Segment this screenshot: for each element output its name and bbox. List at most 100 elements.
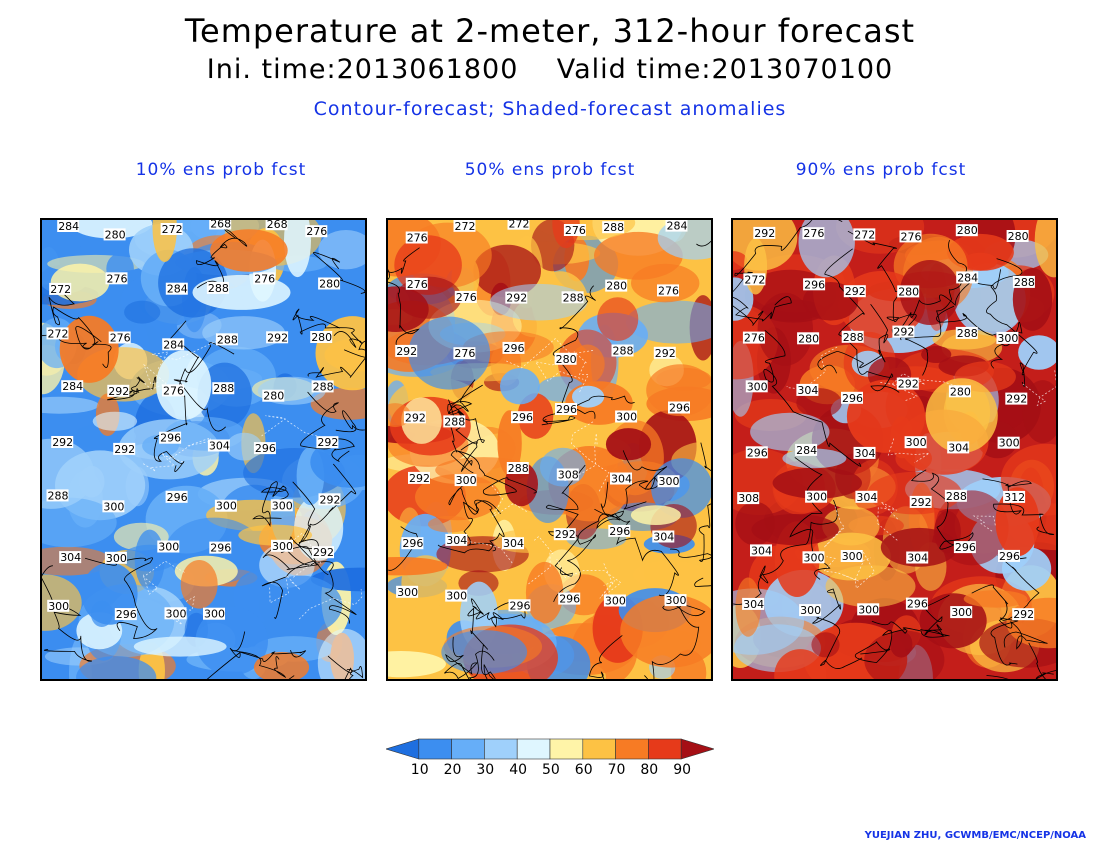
anomaly-shading-blob — [899, 260, 961, 325]
svg-text:304: 304 — [948, 441, 969, 454]
temperature-contour-line — [307, 340, 365, 378]
contour-label: 276 — [453, 347, 476, 360]
colorbar-segment — [549, 738, 584, 760]
contour-label: 276 — [253, 272, 276, 285]
svg-text:304: 304 — [611, 473, 632, 486]
contour-label: 280 — [797, 332, 820, 345]
anomaly-shading-blob — [774, 649, 827, 679]
temperature-contour-line — [553, 508, 624, 603]
svg-text:300: 300 — [858, 603, 879, 616]
contour-label: 284 — [956, 271, 979, 284]
anomaly-shading-blob — [253, 652, 310, 679]
contour-label: 300 — [802, 551, 825, 564]
contour-label: 280 — [554, 352, 577, 366]
temperature-contour-line — [541, 395, 635, 426]
svg-text:296: 296 — [210, 542, 231, 555]
contour-label: 288 — [1012, 275, 1035, 289]
credit-text: YUEJIAN ZHU, GCWMB/EMC/NCEP/NOAA — [864, 830, 1086, 841]
svg-text:276: 276 — [254, 272, 275, 285]
temperature-contour-line — [986, 258, 1038, 387]
temperature-contour-line — [588, 635, 623, 679]
svg-text:300: 300 — [106, 552, 127, 565]
contour-label: 292 — [505, 291, 528, 305]
svg-text:276: 276 — [901, 230, 922, 243]
svg-text:288: 288 — [1014, 276, 1035, 289]
svg-text:280: 280 — [898, 285, 919, 298]
contour-label: 280 — [310, 331, 333, 344]
anomaly-shading-blob — [867, 471, 962, 515]
anomaly-shading-blob — [751, 514, 839, 546]
temperature-contour-line — [600, 481, 679, 597]
svg-text:300: 300 — [456, 474, 477, 487]
svg-text:296: 296 — [116, 608, 137, 621]
anomaly-shading-blob — [317, 628, 365, 679]
contour-label: 276 — [657, 284, 679, 297]
political-boundary-line — [877, 501, 899, 542]
temperature-contour-line — [854, 620, 908, 664]
contour-label: 268 — [209, 220, 232, 231]
contour-label: 276 — [742, 331, 765, 345]
political-boundary-line — [142, 560, 186, 595]
contour-label: 288 — [955, 326, 978, 340]
anomaly-shading-blob — [963, 252, 998, 271]
contour-label: 288 — [506, 462, 529, 475]
political-boundary-line — [563, 433, 598, 482]
political-boundary-line — [534, 361, 584, 382]
contour-label: 292 — [107, 384, 130, 398]
temperature-contour-line — [42, 326, 102, 350]
anomaly-shading-blob — [646, 364, 711, 417]
anomaly-shading-blob — [597, 297, 639, 341]
contour-label: 280 — [262, 389, 285, 403]
svg-text:300: 300 — [806, 491, 827, 504]
svg-text:304: 304 — [751, 544, 772, 557]
temperature-contour-line — [1035, 670, 1056, 679]
political-boundary-line — [528, 536, 554, 585]
chart-description: Contour-forecast; Shaded-forecast anomal… — [313, 98, 787, 120]
svg-text:280: 280 — [319, 278, 340, 291]
svg-text:276: 276 — [163, 384, 184, 397]
contour-label: 296 — [803, 278, 826, 291]
svg-text:300: 300 — [48, 600, 69, 613]
anomaly-shading-blob — [258, 575, 343, 635]
temperature-contour-line — [84, 557, 158, 640]
contour-label: 304 — [906, 551, 929, 565]
contour-label: 300 — [454, 474, 477, 487]
chart-title: Temperature at 2-meter, 312-hour forecas… — [184, 12, 916, 50]
contour-label: 304 — [742, 597, 765, 611]
svg-text:276: 276 — [306, 225, 327, 238]
colorbar-tick-label: 60 — [574, 762, 593, 778]
contour-label: 300 — [950, 606, 973, 619]
contour-label: 292 — [653, 346, 676, 360]
svg-text:272: 272 — [854, 228, 875, 241]
contour-label: 292 — [316, 436, 339, 449]
anomaly-shading-blob — [880, 527, 958, 567]
svg-text:304: 304 — [653, 531, 674, 544]
svg-text:296: 296 — [609, 525, 630, 538]
anomaly-shading-blob — [605, 428, 652, 461]
contour-label: 276 — [162, 384, 184, 397]
svg-text:296: 296 — [955, 541, 976, 554]
political-boundary-line — [823, 506, 845, 548]
contour-label: 304 — [445, 533, 468, 547]
colorbar-segment — [516, 738, 551, 760]
anomaly-shading-blob — [210, 229, 288, 272]
political-boundary-line — [151, 339, 219, 369]
contour-label: 292 — [113, 442, 136, 456]
contour-label: 300 — [214, 499, 237, 513]
svg-text:280: 280 — [105, 228, 126, 241]
colorbar-segment — [418, 738, 452, 760]
contour-label: 312 — [1003, 490, 1026, 504]
contour-label: 276 — [454, 290, 477, 304]
contour-label: 292 — [896, 377, 919, 391]
contour-label: 292 — [892, 325, 915, 339]
anomaly-shading-blob — [651, 458, 711, 518]
svg-text:304: 304 — [503, 537, 524, 550]
colorbar-tick-label: 30 — [476, 762, 495, 778]
svg-text:276: 276 — [454, 347, 475, 360]
svg-text:288: 288 — [313, 380, 334, 393]
contour-label: 292 — [843, 285, 866, 298]
anomaly-shading-blob — [310, 387, 365, 420]
contour-label: 304 — [855, 490, 878, 504]
anomaly-shading-blob — [630, 505, 681, 525]
svg-text:280: 280 — [1008, 230, 1029, 243]
